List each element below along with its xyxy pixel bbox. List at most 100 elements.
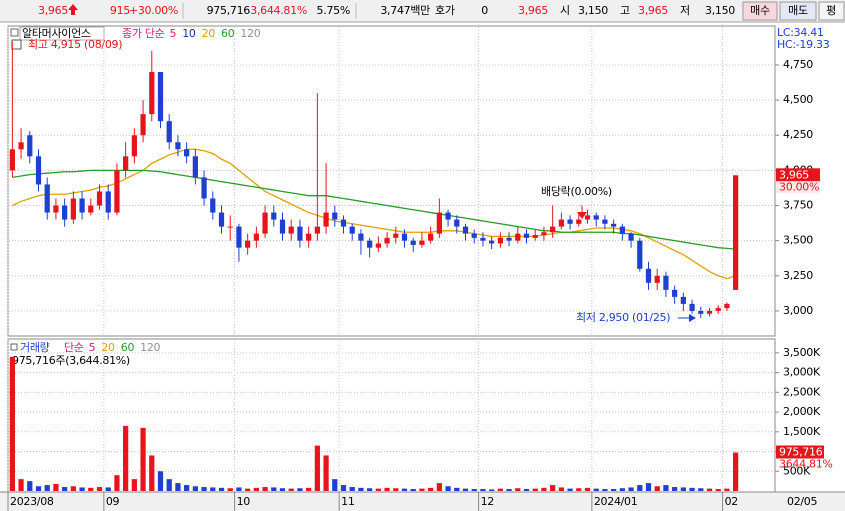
candle-body	[393, 233, 399, 238]
candle-body	[44, 184, 50, 213]
x-tick-label: 2023/08	[10, 495, 54, 508]
volume-bar	[724, 488, 730, 491]
eval-button-label[interactable]: 평	[826, 4, 836, 17]
y-tick-label: 3,500	[783, 234, 813, 247]
amount: 3,747백만	[380, 4, 430, 17]
candle-body	[532, 235, 538, 238]
volume-bar	[602, 489, 608, 491]
panel-icon	[10, 28, 19, 37]
candle-body	[271, 212, 277, 220]
candle-body	[288, 226, 294, 234]
volume-bar	[567, 488, 573, 491]
candle-body	[576, 219, 582, 224]
volume-bar	[44, 485, 50, 491]
volume-bar	[27, 481, 33, 491]
volume-bar	[672, 487, 678, 491]
volume-bar	[558, 487, 564, 491]
volume-bar	[541, 487, 547, 491]
volume-bar	[184, 485, 190, 491]
y-tick-label: 2,500K	[783, 385, 821, 398]
volume-title: 거래량	[20, 341, 50, 354]
candle-body	[375, 243, 381, 248]
candle-body	[462, 226, 469, 234]
min-note: 최저 2,950 (01/25)	[576, 311, 670, 324]
candle-body	[428, 233, 434, 241]
volume-bar	[619, 488, 625, 491]
volume-note: 975,716주(3,644.81%)	[12, 354, 130, 367]
candle-body	[236, 226, 242, 248]
candle-body	[515, 233, 521, 241]
last-volume-label: 975,716	[779, 445, 823, 458]
y-tick-label: 3,000	[783, 304, 813, 317]
candle-body	[210, 198, 216, 213]
x-axis-strip	[0, 492, 845, 511]
price-panel	[7, 25, 776, 337]
legend-entry: 120	[240, 27, 260, 40]
volume-bar	[245, 488, 251, 491]
volume-bar	[123, 425, 129, 491]
candle-body	[698, 310, 704, 314]
candle-body	[70, 198, 76, 220]
legend-entry: 20	[101, 341, 115, 354]
volume-bar	[454, 487, 460, 491]
candle-body	[419, 240, 425, 245]
x-tick-label: 02	[725, 495, 738, 508]
volume-bar	[96, 487, 103, 491]
y-tick-label: 4,750	[783, 58, 813, 71]
candle-body	[706, 310, 713, 314]
candle-body	[157, 71, 164, 122]
info-bar	[0, 0, 845, 22]
x-tick-label: 12	[481, 495, 494, 508]
candle-body	[358, 233, 364, 241]
candle-body	[166, 121, 172, 143]
candle-body	[384, 237, 390, 244]
max-note: 최고 4,915 (08/09)	[28, 38, 122, 51]
volume-bar	[401, 488, 408, 491]
candle-body	[297, 226, 303, 241]
candle-body	[88, 205, 94, 213]
volume-bar	[445, 486, 451, 491]
y-tick-label: 500K	[783, 464, 811, 477]
candle-body	[35, 156, 42, 185]
volume-bar	[227, 488, 233, 491]
volume-bar	[114, 475, 120, 491]
high: 3,965	[638, 4, 668, 17]
candle-body	[436, 212, 442, 234]
y-tick-label: 3,250	[783, 269, 813, 282]
eval-button[interactable]	[818, 1, 845, 21]
price: 3,965	[38, 4, 68, 17]
candle-body	[480, 237, 486, 241]
candle-body	[218, 212, 225, 227]
sell-button-label[interactable]: 매도	[788, 4, 808, 17]
candle-body	[454, 219, 460, 227]
volume-bar	[489, 489, 495, 491]
y-tick-label: 3,000K	[783, 366, 821, 379]
candle-body	[410, 240, 416, 245]
volume-bar	[131, 479, 137, 491]
candle-body	[79, 198, 85, 213]
candle-body	[323, 212, 329, 227]
volume-bar	[436, 483, 442, 491]
volume-bar	[593, 488, 599, 491]
candle-body	[715, 308, 721, 311]
candle-body	[584, 215, 591, 220]
legend-entry: 60	[121, 341, 135, 354]
x-tick-label: 10	[237, 495, 251, 508]
dividend-note: 배당락(0.00%)	[541, 185, 612, 198]
sell-button[interactable]	[779, 1, 817, 21]
buy-button-label[interactable]: 매수	[750, 4, 770, 17]
lc: LC:34.41	[777, 26, 824, 39]
volume-bar	[323, 455, 329, 491]
candle-body	[672, 289, 678, 297]
volume-bar	[166, 479, 172, 491]
candle-body	[18, 142, 24, 150]
volume-bar	[70, 486, 76, 491]
candle-body	[567, 219, 573, 224]
buy-button[interactable]	[742, 1, 778, 21]
volume-bar	[253, 487, 259, 491]
candle-body	[654, 275, 660, 283]
volume-bar	[532, 488, 538, 491]
low: 3,150	[705, 4, 735, 17]
legend-entry: 60	[221, 27, 235, 40]
